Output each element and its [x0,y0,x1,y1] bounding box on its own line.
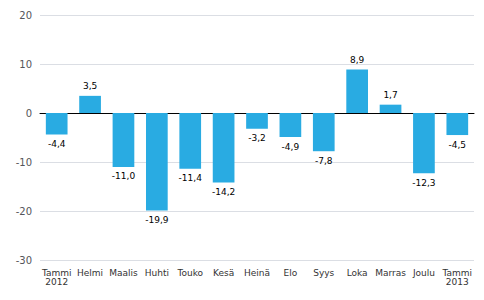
svg-text:-4,9: -4,9 [282,142,300,152]
svg-text:Tammi: Tammi [442,267,473,278]
svg-text:-19,9: -19,9 [145,215,169,225]
svg-text:Maalis: Maalis [109,268,138,278]
svg-text:-7,8: -7,8 [315,156,333,166]
svg-text:-10: -10 [16,157,32,168]
svg-text:-12,3: -12,3 [412,178,435,188]
svg-text:-4,4: -4,4 [48,139,66,149]
svg-text:Kesä: Kesä [213,268,234,278]
svg-text:-11,4: -11,4 [179,173,203,183]
svg-text:0: 0 [26,108,32,119]
svg-text:-20: -20 [16,206,32,217]
svg-text:-11,0: -11,0 [112,171,136,181]
svg-text:Huhti: Huhti [145,268,169,278]
svg-text:-30: -30 [16,255,32,266]
svg-text:Loka: Loka [347,268,368,278]
svg-text:Tammi: Tammi [41,267,72,278]
svg-text:-3,2: -3,2 [248,133,266,143]
svg-text:-14,2: -14,2 [212,187,235,197]
svg-text:8,9: 8,9 [350,55,365,65]
svg-text:Joulu: Joulu [412,268,435,278]
svg-text:2013: 2013 [446,277,469,287]
svg-text:Touko: Touko [176,268,203,278]
svg-text:3,5: 3,5 [83,81,97,91]
svg-text:2012: 2012 [45,277,68,287]
svg-text:-4,5: -4,5 [449,140,467,150]
svg-text:Marras: Marras [375,268,406,278]
svg-text:Syys: Syys [313,268,334,278]
svg-text:Heinä: Heinä [244,268,270,278]
svg-text:20: 20 [19,10,32,21]
svg-text:Helmi: Helmi [77,268,103,278]
svg-text:1,7: 1,7 [383,90,397,100]
svg-text:10: 10 [19,59,32,70]
svg-text:Elo: Elo [284,268,298,278]
